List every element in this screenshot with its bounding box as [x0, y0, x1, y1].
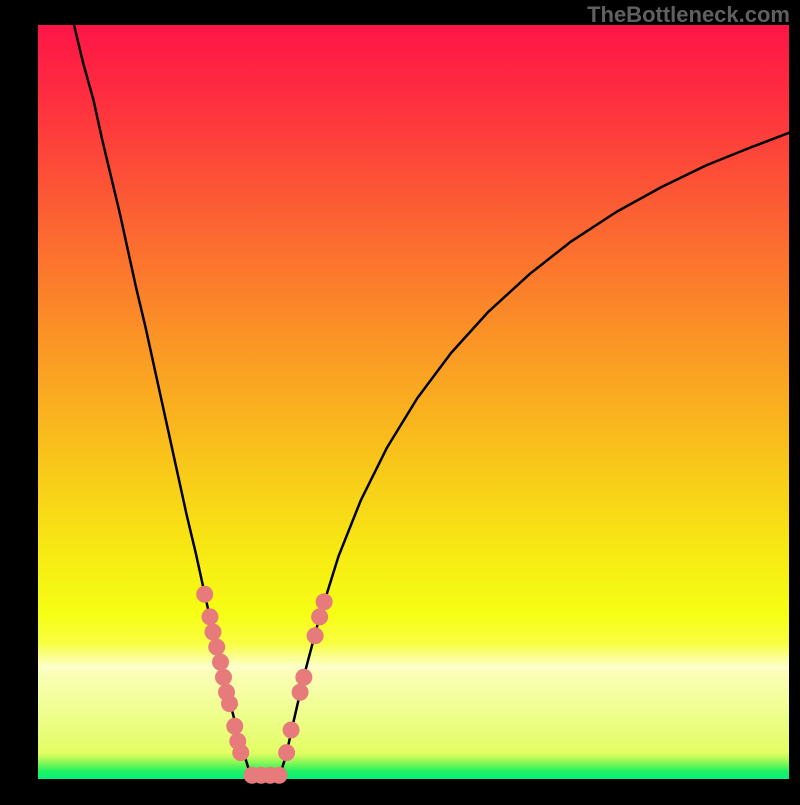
- marker-point: [204, 623, 221, 640]
- chart-container: TheBottleneck.com: [0, 0, 800, 800]
- marker-point: [283, 721, 300, 738]
- marker-point: [208, 639, 225, 656]
- marker-point: [271, 767, 288, 784]
- marker-point: [232, 744, 249, 761]
- marker-point: [278, 744, 295, 761]
- marker-point: [226, 718, 243, 735]
- marker-point: [201, 608, 218, 625]
- marker-point: [292, 684, 309, 701]
- marker-point: [295, 669, 312, 686]
- marker-point: [221, 695, 238, 712]
- marker-point: [311, 608, 328, 625]
- marker-point: [196, 586, 213, 603]
- marker-point: [212, 654, 229, 671]
- marker-point: [215, 669, 232, 686]
- marker-point: [316, 593, 333, 610]
- bottleneck-chart: [0, 0, 800, 800]
- marker-point: [307, 627, 324, 644]
